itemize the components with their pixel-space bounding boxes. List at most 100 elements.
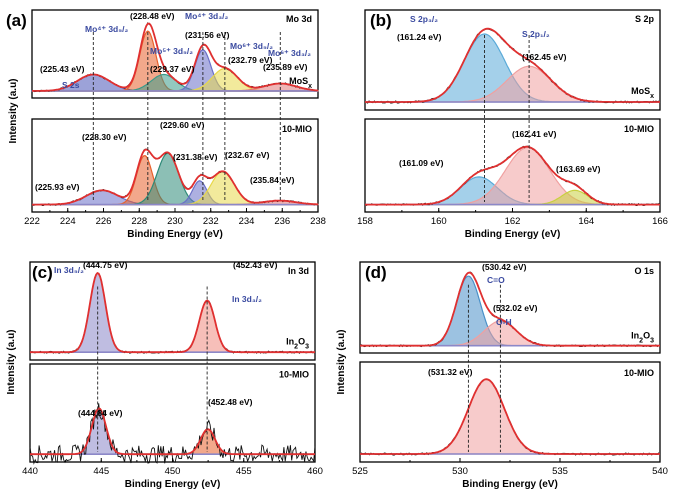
peak-annotation: S 2p₁/₂ bbox=[522, 29, 550, 39]
sample-text: O bbox=[643, 330, 650, 340]
peak-annotation: In 3d₃/₂ bbox=[232, 294, 262, 304]
peak-annotation: In 3d₅/₂ bbox=[54, 265, 84, 275]
x-tick-label: 238 bbox=[310, 216, 326, 227]
peak-annotation: (162.41 eV) bbox=[512, 129, 557, 139]
envelope-line bbox=[32, 148, 318, 206]
fit-peak-0 bbox=[30, 272, 315, 353]
peak-annotation: (235.84 eV) bbox=[250, 175, 295, 185]
x-tick-label: 232 bbox=[203, 216, 219, 227]
panel-title: S 2p bbox=[635, 14, 655, 24]
sample-label: In2O3 bbox=[631, 330, 654, 344]
x-tick-label: 236 bbox=[274, 216, 290, 227]
envelope-line bbox=[360, 271, 660, 347]
sample-label: In2O3 bbox=[286, 336, 309, 350]
raw-data-line bbox=[29, 403, 316, 465]
x-tick-label: 164 bbox=[578, 216, 594, 227]
sample-label: 10-MIO bbox=[279, 370, 309, 380]
peak-annotation: (452.43 eV) bbox=[233, 260, 278, 270]
peak-annotation: (232.79 eV) bbox=[228, 55, 273, 65]
fit-peak-1 bbox=[365, 65, 660, 103]
peak-annotation: O-H bbox=[496, 317, 512, 327]
x-tick-label: 158 bbox=[357, 216, 373, 227]
peak-annotation: Mo⁶⁺ 3d₅/₂ bbox=[230, 41, 273, 51]
peak-annotation: (231.38 eV) bbox=[173, 152, 218, 162]
sample-label: 10-MIO bbox=[282, 124, 312, 134]
peak-annotation: (225.93 eV) bbox=[35, 182, 80, 192]
fit-peak-1 bbox=[365, 147, 660, 206]
x-tick-label: 440 bbox=[22, 466, 38, 477]
panel-title: O 1s bbox=[634, 266, 654, 276]
x-tick-label: 166 bbox=[652, 216, 668, 227]
envelope-line bbox=[365, 27, 660, 103]
peak-annotation: (452.48 eV) bbox=[208, 397, 253, 407]
sample-text: O bbox=[298, 336, 305, 346]
peak-annotation: (161.24 eV) bbox=[397, 32, 442, 42]
x-tick-label: 226 bbox=[96, 216, 112, 227]
peak-annotation: (228.30 eV) bbox=[82, 132, 127, 142]
x-tick-label: 222 bbox=[24, 216, 40, 227]
envelope-line bbox=[32, 22, 319, 92]
panel-title: In 3d bbox=[288, 266, 309, 276]
y-axis-label: Intensity (a.u) bbox=[336, 329, 347, 394]
y-axis-label: Intensity (a.u) bbox=[8, 78, 19, 143]
peak-annotation: (235.89 eV) bbox=[263, 62, 308, 72]
x-tick-label: 525 bbox=[352, 466, 368, 477]
fit-peak-1 bbox=[30, 299, 315, 353]
x-tick-label: 230 bbox=[167, 216, 183, 227]
plot-frame bbox=[364, 9, 661, 111]
peak-annotation: (162.45 eV) bbox=[522, 52, 567, 62]
sample-subscript: 2 bbox=[294, 343, 298, 350]
envelope-line bbox=[365, 145, 660, 206]
peak-annotation: (225.43 eV) bbox=[40, 64, 85, 74]
peak-annotation: (444.75 eV) bbox=[83, 260, 128, 270]
envelope-line bbox=[30, 272, 315, 354]
peak-annotation: (531.32 eV) bbox=[428, 367, 473, 377]
fit-peak-0 bbox=[360, 378, 660, 455]
raw-data-line bbox=[29, 272, 316, 354]
sample-subscript: 3 bbox=[650, 337, 654, 344]
panel-title: Mo 3d bbox=[286, 14, 312, 24]
x-tick-label: 530 bbox=[452, 466, 468, 477]
x-axis-label: Binding Energy (eV) bbox=[465, 229, 561, 240]
sample-subscript: x bbox=[308, 82, 312, 89]
plot-frame bbox=[31, 9, 319, 99]
peak-annotation: S 2s bbox=[62, 80, 80, 90]
y-axis-label: Intensity (a.u) bbox=[6, 329, 17, 394]
x-axis-label: Binding Energy (eV) bbox=[127, 229, 223, 240]
panel-label: (c) bbox=[32, 263, 53, 282]
peak-annotation: (444.84 eV) bbox=[78, 408, 123, 418]
x-tick-label: 540 bbox=[652, 466, 668, 477]
panel-label: (b) bbox=[370, 11, 392, 30]
x-tick-label: 162 bbox=[505, 216, 521, 227]
sample-subscript: 2 bbox=[639, 337, 643, 344]
peak-annotation: (229.60 eV) bbox=[160, 120, 205, 130]
panel-label: (a) bbox=[6, 11, 27, 30]
sample-label: 10-MIO bbox=[624, 124, 654, 134]
panel-label: (d) bbox=[365, 263, 387, 282]
sample-label: MoSx bbox=[631, 86, 654, 100]
plot-frame bbox=[29, 261, 316, 361]
x-tick-label: 460 bbox=[307, 466, 323, 477]
peak-annotation: C=O bbox=[487, 275, 505, 285]
sample-subscript: x bbox=[650, 93, 654, 100]
sample-label: 10-MIO bbox=[624, 368, 654, 378]
envelope-line bbox=[360, 378, 660, 455]
x-tick-label: 450 bbox=[165, 466, 181, 477]
envelope-line bbox=[30, 407, 315, 456]
peak-annotation: (229.37 eV) bbox=[150, 64, 195, 74]
sample-subscript: 3 bbox=[305, 343, 309, 350]
peak-annotation: (228.48 eV) bbox=[130, 11, 175, 21]
peak-annotation: (163.69 eV) bbox=[556, 164, 601, 174]
x-axis-label: Binding Energy (eV) bbox=[462, 479, 558, 490]
peak-annotation: (532.02 eV) bbox=[493, 303, 538, 313]
x-tick-label: 234 bbox=[239, 216, 255, 227]
peak-annotation: Mo⁶⁺ 3d₃/₂ bbox=[268, 48, 311, 58]
x-axis-label: Binding Energy (eV) bbox=[125, 479, 221, 490]
peak-annotation: (231.56 eV) bbox=[185, 30, 230, 40]
x-tick-label: 160 bbox=[431, 216, 447, 227]
peak-annotation: (161.09 eV) bbox=[399, 158, 444, 168]
x-tick-label: 224 bbox=[60, 216, 76, 227]
peak-annotation: Mo⁴⁺ 3d₅/₂ bbox=[85, 24, 129, 34]
peak-annotation: Mo⁴⁺ 3d₃/₂ bbox=[185, 11, 229, 21]
